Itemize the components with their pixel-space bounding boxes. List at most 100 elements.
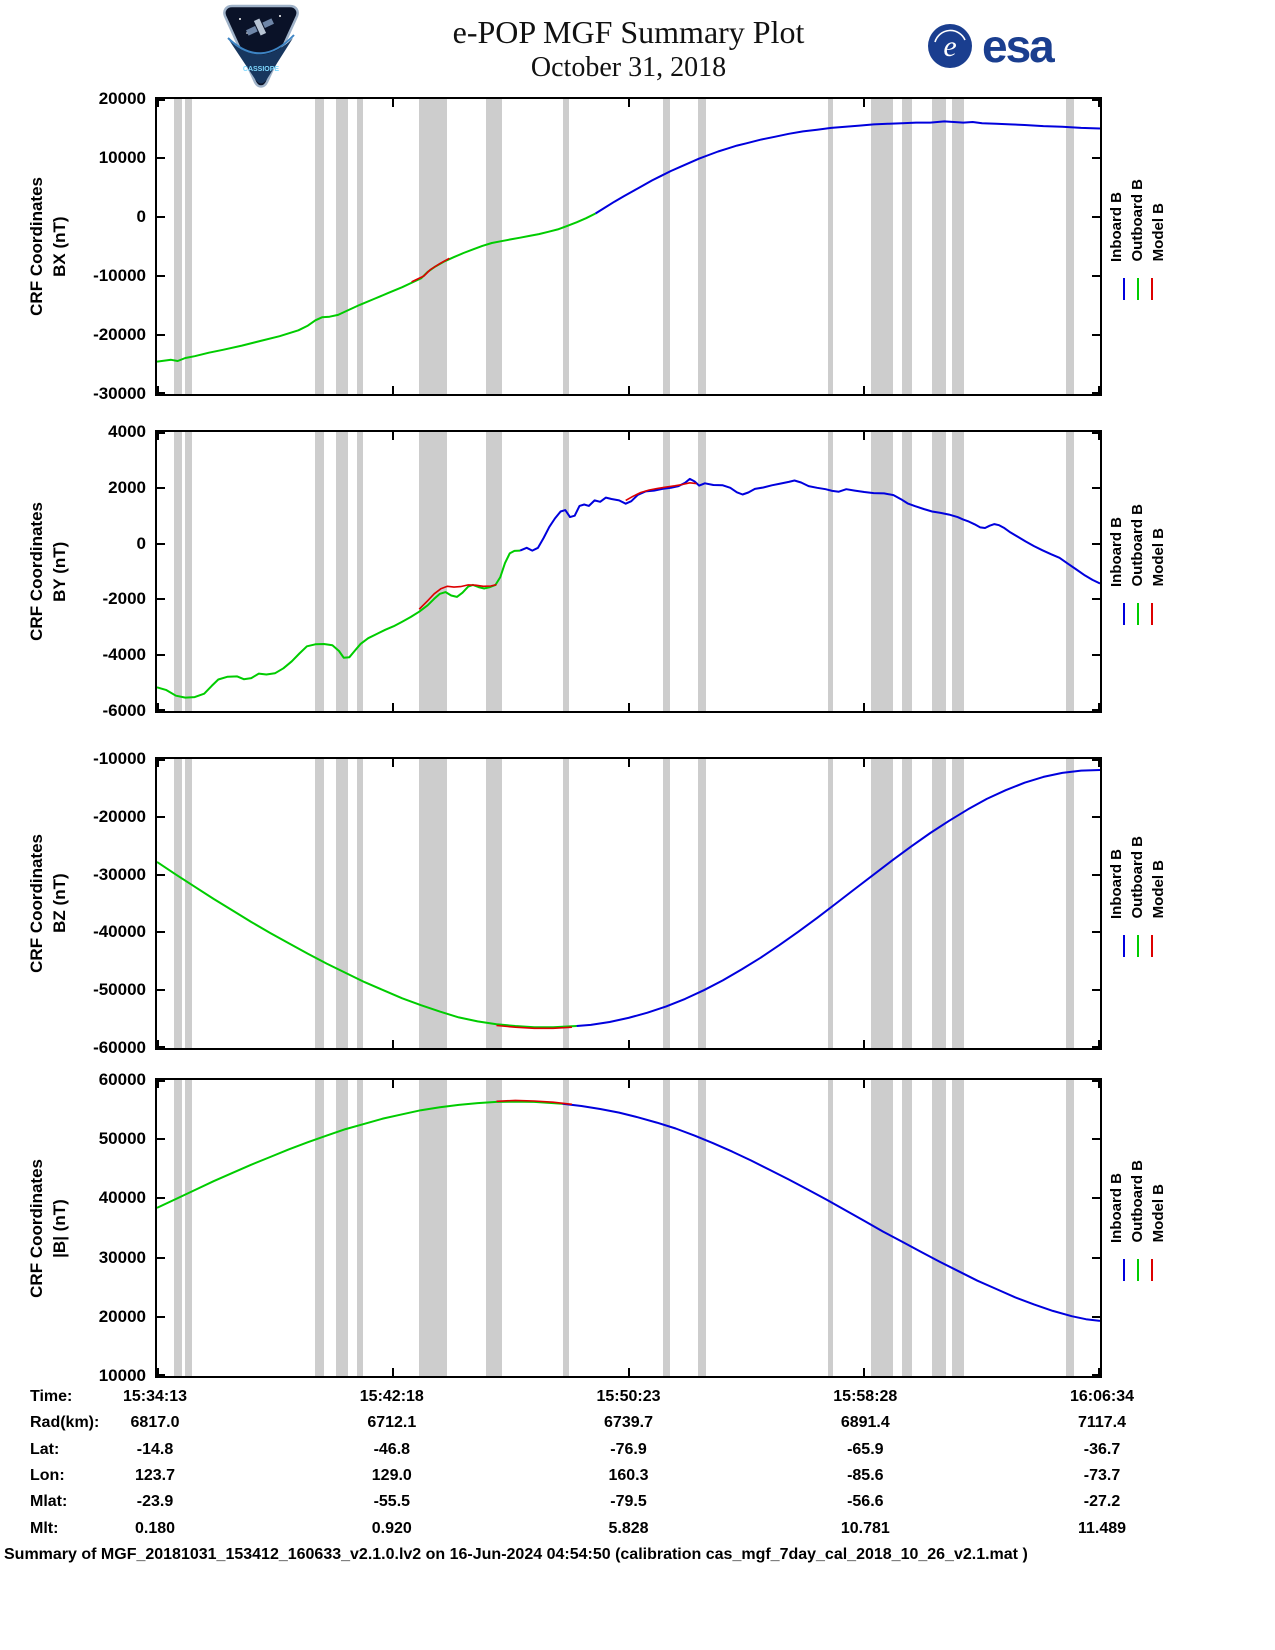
legend-label-model-b: Model B xyxy=(1150,860,1167,919)
table-row-label-lon: Lon: xyxy=(30,1466,65,1484)
y-tick-mark xyxy=(157,1315,165,1318)
inboard-b-line xyxy=(576,769,1100,1027)
panel-bmag: CRF Coordinates |B| (nT) Inboard B Outboa… xyxy=(0,1070,1275,1385)
legend-bx: Inboard B Outboard B Model B xyxy=(1108,179,1167,300)
page-title: e-POP MGF Summary Plot xyxy=(452,14,805,50)
table-cell: -85.6 xyxy=(847,1466,884,1484)
y-tick-label: -40000 xyxy=(93,922,146,942)
data-gap-band xyxy=(902,759,913,1048)
legend-label-outboard-b: Outboard B xyxy=(1129,504,1146,587)
legend-label-inboard-b: Inboard B xyxy=(1108,848,1125,919)
outboard-b-line xyxy=(157,861,577,1029)
plot-area-bx xyxy=(155,97,1102,396)
data-gap-band xyxy=(356,432,364,711)
y-tick-label: 4000 xyxy=(108,422,146,441)
legend-label-model-b: Model B xyxy=(1150,203,1167,262)
y-axis-title-line1: CRF Coordinates xyxy=(27,834,47,973)
data-gap-band xyxy=(870,99,894,394)
esa-wordmark: esa xyxy=(982,20,1055,72)
y-tick-mark xyxy=(157,759,165,761)
y-tick-label: -60000 xyxy=(93,1038,146,1057)
y-tick-label: 50000 xyxy=(98,1129,146,1149)
y-tick-mark xyxy=(157,654,165,657)
data-gap-band xyxy=(185,432,192,711)
y-tick-mark xyxy=(1092,334,1100,336)
table-row-label-radkm: Rad(km): xyxy=(30,1414,100,1432)
y-tick-mark xyxy=(1092,216,1100,218)
y-tick-mark xyxy=(1092,1374,1100,1376)
table-row-label-mlt: Mlt: xyxy=(30,1519,59,1537)
outboard-b-line xyxy=(157,212,596,363)
legend-line-swatch xyxy=(1136,602,1139,625)
y-axis-title-line1: CRF Coordinates xyxy=(27,177,47,316)
y-tick-mark xyxy=(157,1197,165,1200)
y-tick-mark xyxy=(1092,654,1100,657)
y-tick-label: 20000 xyxy=(98,1306,146,1326)
y-tick-label: 60000 xyxy=(98,1070,146,1089)
data-gap-band xyxy=(698,759,706,1048)
y-tick-mark xyxy=(1092,1138,1100,1141)
table-cell: 6891.4 xyxy=(840,1414,890,1432)
x-tick-mark xyxy=(1098,1080,1100,1088)
data-gap-band xyxy=(486,1080,503,1376)
table-cell: 15:50:23 xyxy=(596,1388,661,1405)
x-tick-mark xyxy=(863,1040,866,1048)
x-tick-mark xyxy=(391,386,394,394)
table-cell: 6739.7 xyxy=(604,1414,653,1432)
table-cell: 15:34:13 xyxy=(122,1388,188,1405)
y-tick-mark xyxy=(1092,542,1100,545)
y-tick-label: -30000 xyxy=(93,864,146,884)
y-tick-label: 20000 xyxy=(98,89,146,108)
x-tick-mark xyxy=(1098,386,1100,394)
x-tick-mark xyxy=(863,759,866,767)
outboard-b-line xyxy=(157,549,521,699)
inboard-b-line xyxy=(594,120,1100,215)
x-tick-mark xyxy=(391,759,394,767)
table-cell: -76.9 xyxy=(610,1440,647,1458)
table-cell: 10.781 xyxy=(840,1519,890,1537)
y-axis-title-bz: CRF Coordinates BZ (nT) xyxy=(20,757,78,1050)
x-tick-mark xyxy=(1098,99,1100,107)
x-tick-mark xyxy=(157,703,159,711)
y-tick-mark xyxy=(157,931,165,934)
x-tick-mark xyxy=(157,759,159,767)
table-cell: 0.920 xyxy=(371,1519,412,1537)
data-gap-band xyxy=(902,432,913,711)
panel-bx: CRF Coordinates BX (nT) Inboard B Outboar… xyxy=(0,89,1275,403)
x-tick-mark xyxy=(627,1368,630,1376)
table-cell: 15:42:18 xyxy=(359,1388,424,1405)
patch-satellite-icon xyxy=(246,18,274,36)
x-tick-mark xyxy=(157,1040,159,1048)
data-gap-band xyxy=(663,1080,670,1376)
y-tick-label: 40000 xyxy=(98,1188,146,1208)
legend-label-inboard-b: Inboard B xyxy=(1108,191,1125,262)
footer-summary: Summary of MGF_20181031_153412_160633_v2… xyxy=(4,1546,1028,1563)
y-tick-label: -10000 xyxy=(93,266,146,285)
model-b-line xyxy=(496,1099,572,1106)
y-tick-mark xyxy=(1092,432,1100,434)
data-gap-band xyxy=(315,99,324,394)
legend-line-swatch xyxy=(1136,1258,1139,1281)
table-row-label-lat: Lat: xyxy=(30,1440,60,1458)
data-gap-band xyxy=(185,759,192,1048)
data-gap-band xyxy=(486,759,503,1048)
y-tick-mark xyxy=(1092,275,1100,277)
data-gap-band xyxy=(951,759,965,1048)
data-gap-band xyxy=(356,1080,364,1376)
data-gap-band xyxy=(663,99,670,394)
y-tick-mark xyxy=(1092,931,1100,934)
legend-line-swatch xyxy=(1150,934,1153,957)
y-tick-label: 10000 xyxy=(98,148,146,167)
table-cell: -23.9 xyxy=(136,1493,174,1511)
x-tick-mark xyxy=(391,1080,394,1088)
y-tick-label: -20000 xyxy=(93,806,146,826)
data-gap-band xyxy=(356,759,364,1048)
plot-lines-bx xyxy=(157,120,1100,363)
x-tick-mark xyxy=(863,1368,866,1376)
table-cell: 15:58:28 xyxy=(833,1388,898,1405)
data-gap-band xyxy=(827,432,834,711)
data-gap-band xyxy=(419,432,448,711)
data-gap-band xyxy=(419,99,448,394)
y-tick-mark xyxy=(157,392,165,394)
